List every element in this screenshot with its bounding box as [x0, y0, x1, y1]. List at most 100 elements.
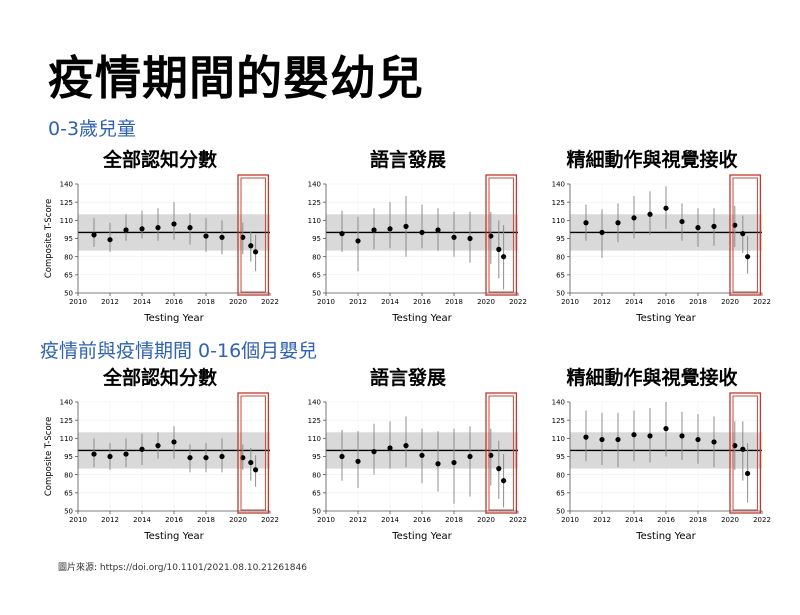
y-tick-label: 125: [552, 417, 565, 425]
data-point: [123, 227, 129, 233]
chart-2: 精細動作與視覺接收 50 65 80 95 110 125 140 2010 2012 2014 2…: [530, 148, 774, 338]
pandemic-highlight-inner: [488, 395, 514, 511]
x-tick-label: 2016: [657, 516, 675, 524]
y-tick-label: 65: [556, 489, 565, 497]
data-point: [91, 451, 97, 457]
y-tick-label: 140: [552, 181, 565, 189]
pandemic-highlight-inner: [240, 177, 266, 293]
x-tick-label: 2014: [133, 516, 151, 524]
x-axis-label: Testing Year: [391, 531, 452, 542]
data-point: [155, 443, 161, 449]
chart-4: 語言發展 50 65 80 95 110 125 140 2010 2012 2014 2016 20…: [286, 366, 530, 556]
x-tick-label: 2016: [165, 298, 183, 306]
y-tick-label: 65: [312, 489, 321, 497]
y-tick-label: 110: [60, 217, 73, 225]
data-point: [695, 225, 701, 231]
data-point: [171, 221, 177, 227]
y-tick-label: 50: [556, 290, 565, 298]
x-tick-label: 2014: [381, 298, 399, 306]
data-point: [187, 225, 193, 231]
y-tick-label: 50: [556, 508, 565, 516]
y-tick-label: 95: [312, 235, 321, 243]
data-point: [496, 466, 502, 472]
x-tick-label: 2018: [197, 298, 215, 306]
data-point: [240, 455, 246, 461]
data-point: [488, 452, 494, 458]
chart-plot: 50 65 80 95 110 125 140 2010 2012 2014 2016 2018 202…: [44, 392, 279, 542]
x-tick-label: 2020: [229, 298, 247, 306]
data-point: [488, 233, 494, 239]
y-tick-label: 140: [308, 399, 321, 407]
y-tick-label: 110: [60, 435, 73, 443]
y-tick-label: 125: [60, 199, 73, 207]
pandemic-highlight-box: [485, 174, 518, 296]
data-point: [339, 231, 345, 237]
x-tick-label: 2010: [317, 298, 335, 306]
data-point: [631, 215, 637, 221]
data-point: [155, 225, 161, 231]
x-tick-label: 2018: [689, 298, 707, 306]
data-point: [107, 453, 113, 460]
y-tick-label: 110: [308, 217, 321, 225]
y-tick-label: 140: [60, 181, 73, 189]
y-tick-label: 140: [60, 399, 73, 407]
x-tick-label: 2014: [381, 516, 399, 524]
pandemic-highlight-inner: [240, 395, 266, 511]
y-tick-label: 110: [308, 435, 321, 443]
x-axis-label: Testing Year: [143, 313, 204, 324]
pandemic-highlight-box: [485, 392, 518, 514]
y-tick-label: 95: [64, 235, 73, 243]
chart-plot: 50 65 80 95 110 125 140 2010 2012 2014 2016 2018 202…: [552, 392, 771, 542]
x-tick-label: 2014: [625, 516, 643, 524]
data-point: [695, 436, 701, 443]
data-point: [248, 243, 254, 249]
x-tick-label: 2010: [561, 298, 579, 306]
chart-title: 全部認知分數: [102, 367, 217, 389]
data-point: [139, 226, 145, 232]
pandemic-highlight-inner: [488, 177, 514, 293]
data-point: [419, 452, 425, 458]
pandemic-highlight-box: [237, 392, 270, 514]
chart-title: 精細動作與視覺接收: [566, 367, 738, 389]
x-tick-label: 2022: [753, 298, 771, 306]
pandemic-highlight-box: [237, 174, 270, 296]
x-tick-label: 2018: [445, 516, 463, 524]
data-point: [355, 238, 361, 244]
data-point: [711, 223, 717, 229]
x-tick-label: 2020: [721, 298, 739, 306]
data-point: [740, 231, 746, 237]
data-point: [253, 467, 259, 473]
x-tick-label: 2012: [593, 516, 611, 524]
data-point: [583, 434, 589, 440]
pandemic-highlight-inner: [732, 177, 758, 293]
y-tick-label: 80: [64, 253, 73, 261]
data-point: [107, 237, 113, 243]
y-tick-label: 50: [64, 508, 73, 516]
data-point: [123, 451, 129, 457]
chart-5: 精細動作與視覺接收 50 65 80 95 110 125 140 2010 2012 2014 2…: [530, 366, 774, 556]
x-tick-label: 2020: [477, 516, 495, 524]
data-point: [253, 249, 259, 255]
pandemic-highlight-box: [729, 392, 762, 514]
slide-title: 疫情期間的嬰幼兒: [48, 51, 424, 105]
y-tick-label: 65: [312, 271, 321, 279]
data-point: [647, 211, 653, 217]
chart-1: 語言發展 50 65 80 95 110 125 140 2010 2012 2014 2016 20…: [286, 148, 530, 338]
data-point: [732, 222, 738, 228]
x-tick-label: 2020: [721, 516, 739, 524]
data-point: [403, 443, 409, 449]
data-point: [740, 446, 746, 452]
x-tick-label: 2018: [197, 516, 215, 524]
section-label-0-3-years: 0-3歲兒童: [48, 118, 137, 140]
x-tick-label: 2010: [69, 298, 87, 306]
x-tick-label: 2016: [413, 298, 431, 306]
chart-plot: 50 65 80 95 110 125 140 2010 2012 2014 2016 2018 202…: [552, 174, 771, 324]
y-tick-label: 95: [312, 453, 321, 461]
x-tick-label: 2022: [509, 516, 527, 524]
chart-title: 語言發展: [369, 149, 446, 171]
section-label-0-16-months: 疫情前與疫情期間 0-16個月嬰兒: [40, 340, 318, 362]
data-point: [435, 227, 441, 233]
data-point: [679, 433, 685, 439]
data-point: [663, 205, 669, 211]
data-point: [171, 439, 177, 445]
